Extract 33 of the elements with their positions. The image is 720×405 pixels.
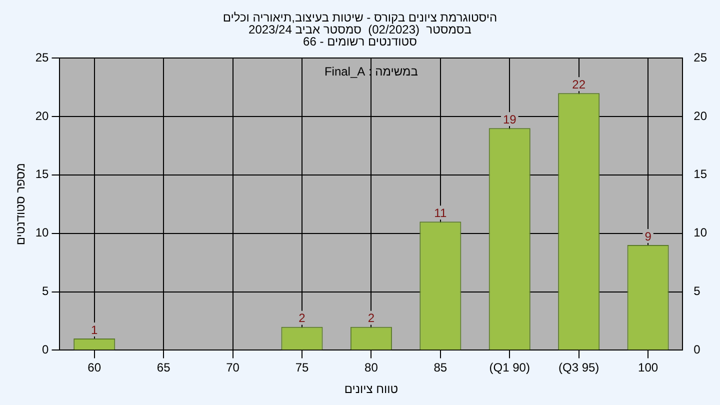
y-tick-label: 15 bbox=[35, 167, 50, 182]
annotation: במשימה : Final_A bbox=[324, 64, 418, 78]
data-label: 19 bbox=[502, 112, 517, 126]
x-tick-label: 70 bbox=[226, 360, 240, 375]
x-tick-label: 65 bbox=[156, 360, 171, 375]
data-label: 9 bbox=[644, 229, 652, 244]
chart-subtitle: בסמסטר (02/2023) סמסטר אביב 2023/24 סטודנטים רשומים - 66 bbox=[248, 22, 472, 48]
chart-title: היסטוגרמת ציונים בקורס - שיטות בעיצוב,תיאוריה וכלים bbox=[222, 10, 498, 24]
x-tick-label: 80 bbox=[364, 360, 378, 375]
x-tick-label: 85 bbox=[434, 360, 448, 375]
y2-tick-label: 0 bbox=[694, 342, 701, 357]
x-axis-title: טווח ציונים bbox=[344, 382, 398, 396]
y-axis-title: מספר סטודנטים bbox=[14, 163, 28, 246]
y-tick-label: 20 bbox=[35, 108, 50, 123]
y2-tick-label: 15 bbox=[694, 167, 708, 182]
x-tick-label: (Q3 95) bbox=[558, 360, 600, 375]
data-label: 2 bbox=[298, 311, 306, 326]
y2-tick-label: 10 bbox=[694, 226, 708, 240]
y-tick-label: 25 bbox=[35, 50, 50, 64]
data-label: 2 bbox=[368, 311, 375, 326]
data-label: 11 bbox=[434, 206, 447, 220]
y2-tick-label: 5 bbox=[694, 284, 701, 298]
y-tick-label: 10 bbox=[35, 226, 50, 240]
x-tick-label: 60 bbox=[88, 360, 102, 375]
y2-tick-label: 25 bbox=[694, 50, 708, 64]
data-label: 22 bbox=[572, 77, 586, 92]
y-tick-label: 5 bbox=[42, 284, 50, 298]
x-tick-label: 75 bbox=[295, 360, 309, 375]
x-tick-label: 100 bbox=[638, 360, 658, 375]
data-label: 1 bbox=[91, 322, 98, 337]
y2-tick-label: 20 bbox=[694, 108, 708, 123]
y-tick-label: 0 bbox=[42, 342, 50, 357]
x-tick-label: (Q1 90) bbox=[489, 360, 530, 375]
